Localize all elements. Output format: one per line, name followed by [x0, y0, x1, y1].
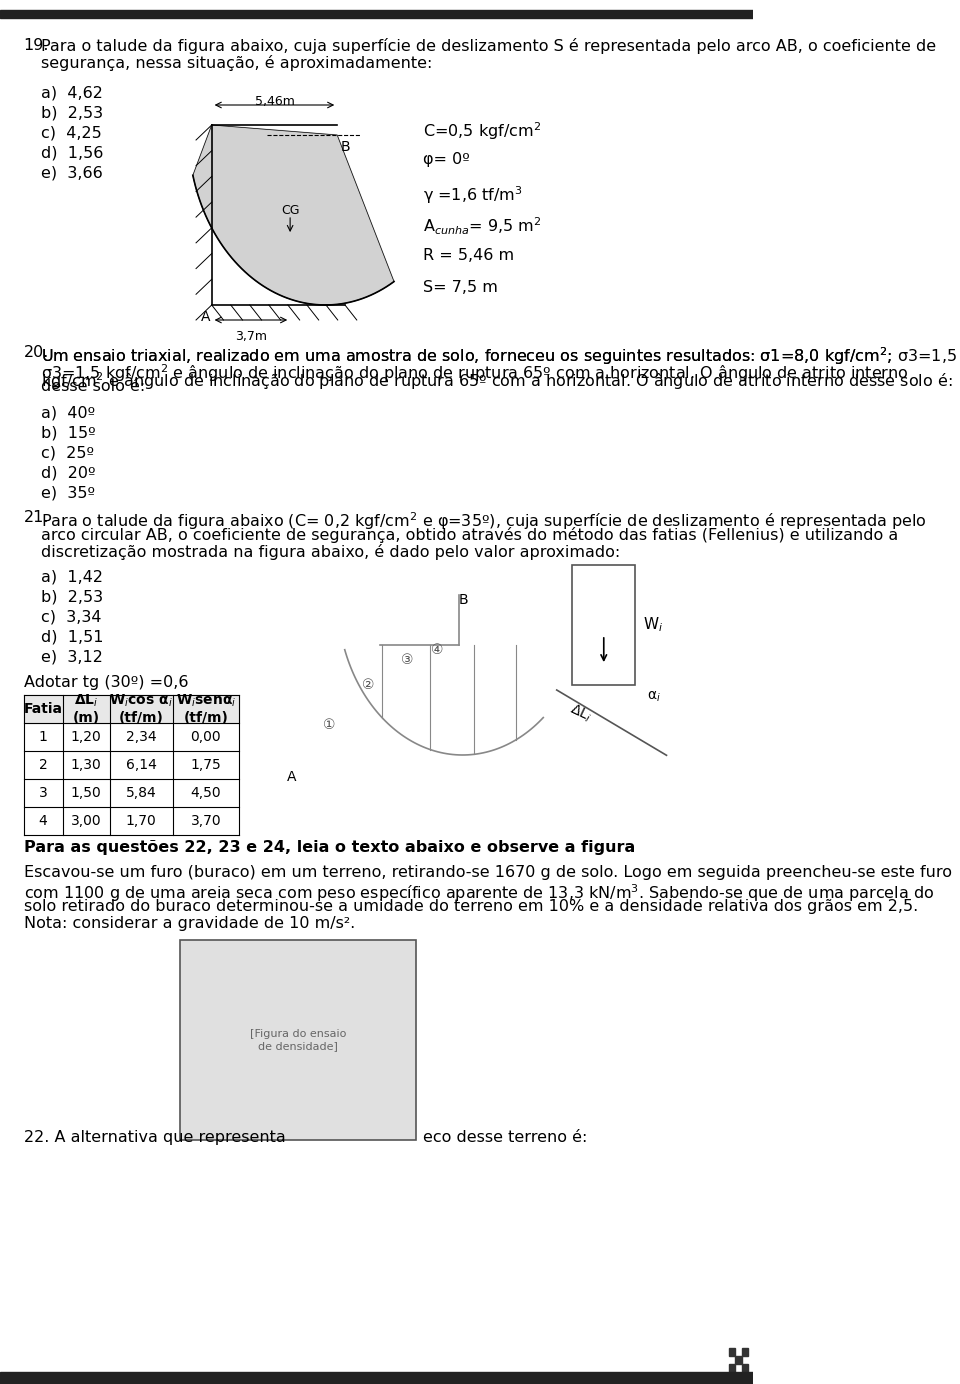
Text: 2: 2: [38, 758, 47, 772]
Text: B: B: [341, 140, 350, 154]
Text: 3,00: 3,00: [71, 814, 102, 828]
Text: A$_{cunha}$= 9,5 m$^2$: A$_{cunha}$= 9,5 m$^2$: [423, 216, 542, 238]
Text: Escavou-se um furo (buraco) em um terreno, retirando-se 1670 g de solo. Logo em : Escavou-se um furo (buraco) em um terren…: [24, 865, 951, 880]
Text: φ= 0º: φ= 0º: [423, 152, 470, 167]
Text: 0,00: 0,00: [190, 729, 221, 745]
Text: b)  15º: b) 15º: [40, 425, 95, 440]
Text: [Figura do ensaio
de densidade]: [Figura do ensaio de densidade]: [250, 1030, 347, 1050]
Bar: [0, 1372, 753, 1384]
Text: Para o talude da figura abaixo (C= 0,2 kgf/cm$^2$ e φ=35º), cuja superfície de d: Para o talude da figura abaixo (C= 0,2 k…: [40, 509, 926, 531]
Text: 19.: 19.: [24, 37, 49, 53]
Text: ③: ③: [401, 653, 414, 667]
Text: a)  1,42: a) 1,42: [40, 570, 103, 585]
Text: A: A: [287, 770, 297, 783]
Text: arco circular AB, o coeficiente de segurança, obtido através do método das fatia: arco circular AB, o coeficiente de segur…: [40, 527, 898, 543]
Text: a)  4,62: a) 4,62: [40, 84, 103, 100]
Text: Para o talude da figura abaixo, cuja superfície de deslizamento S é representada: Para o talude da figura abaixo, cuja sup…: [40, 37, 936, 54]
Text: discretização mostrada na figura abaixo, é dado pelo valor aproximado:: discretização mostrada na figura abaixo,…: [40, 544, 620, 561]
Text: ①: ①: [324, 718, 336, 732]
Text: 6,14: 6,14: [126, 758, 156, 772]
Bar: [730, 1348, 735, 1356]
Text: b)  2,53: b) 2,53: [40, 105, 103, 120]
Text: eco desse terreno é:: eco desse terreno é:: [423, 1129, 588, 1145]
Text: 5,84: 5,84: [126, 786, 156, 800]
Polygon shape: [193, 125, 394, 304]
Text: 1,30: 1,30: [71, 758, 102, 772]
Text: 1,20: 1,20: [71, 729, 102, 745]
Text: 20.: 20.: [24, 345, 49, 360]
Text: d)  1,51: d) 1,51: [40, 630, 104, 645]
Text: ΔL$_i$: ΔL$_i$: [566, 700, 593, 725]
Text: c)  3,34: c) 3,34: [40, 610, 101, 626]
Text: d)  20º: d) 20º: [40, 465, 95, 480]
Text: 4: 4: [38, 814, 47, 828]
Text: 4,50: 4,50: [190, 786, 221, 800]
Text: 1,70: 1,70: [126, 814, 156, 828]
Text: e)  3,66: e) 3,66: [40, 165, 103, 180]
Text: desse solo é:: desse solo é:: [40, 379, 145, 394]
Text: 1,50: 1,50: [71, 786, 102, 800]
Text: a)  40º: a) 40º: [40, 406, 95, 419]
Text: A: A: [201, 310, 210, 324]
Text: 21.: 21.: [24, 509, 49, 525]
Text: γ =1,6 tf/m$^3$: γ =1,6 tf/m$^3$: [423, 184, 523, 206]
Text: σ3=1,5 kgf/cm$^2$ e ângulo de inclinação do plano de ruptura 65º com a horizonta: σ3=1,5 kgf/cm$^2$ e ângulo de inclinação…: [40, 363, 908, 383]
Bar: [0, 10, 753, 18]
Text: ΔL$_i$
(m): ΔL$_i$ (m): [73, 693, 100, 725]
Text: 1: 1: [38, 729, 48, 745]
Bar: [572, 565, 636, 685]
Text: b)  2,53: b) 2,53: [40, 590, 103, 605]
Text: e)  3,12: e) 3,12: [40, 650, 103, 664]
Text: 3,70: 3,70: [190, 814, 221, 828]
Text: d)  1,56: d) 1,56: [40, 145, 103, 161]
Bar: [735, 1356, 742, 1365]
Text: Para as questões 22, 23 e 24, leia o texto abaixo e observe a figura: Para as questões 22, 23 e 24, leia o tex…: [24, 840, 635, 855]
Bar: [742, 1348, 748, 1356]
Text: Um ensaio triaxial, realizado em uma amostra de solo, forneceu os seguintes resu: Um ensaio triaxial, realizado em uma amo…: [40, 345, 892, 367]
Text: ②: ②: [362, 678, 374, 692]
Text: Nota: considerar a gravidade de 10 m/s².: Nota: considerar a gravidade de 10 m/s².: [24, 916, 355, 931]
Text: solo retirado do buraco determinou-se a umidade do terreno em 10% e a densidade : solo retirado do buraco determinou-se a …: [24, 900, 918, 913]
Bar: [180, 940, 416, 1140]
Text: Adotar tg (30º) =0,6: Adotar tg (30º) =0,6: [24, 675, 188, 691]
Text: 3: 3: [38, 786, 47, 800]
Text: c)  4,25: c) 4,25: [40, 125, 102, 140]
Text: W$_i$: W$_i$: [643, 616, 663, 634]
Text: W$_i$senα$_i$
(tf/m): W$_i$senα$_i$ (tf/m): [176, 693, 236, 725]
Bar: [742, 1365, 748, 1372]
Text: α$_i$: α$_i$: [647, 689, 660, 704]
Text: CG: CG: [281, 203, 300, 216]
Text: Um ensaio triaxial, realizado em uma amostra de solo, forneceu os seguintes resu: Um ensaio triaxial, realizado em uma amo…: [40, 345, 957, 392]
Bar: [730, 1365, 735, 1372]
Text: 2,34: 2,34: [126, 729, 156, 745]
Text: segurança, nessa situação, é aproximadamente:: segurança, nessa situação, é aproximadam…: [40, 55, 432, 71]
Text: 3,7m: 3,7m: [235, 329, 267, 343]
Text: ④: ④: [431, 644, 444, 657]
Text: 22. A alternativa que representa: 22. A alternativa que representa: [24, 1129, 285, 1145]
Text: R = 5,46 m: R = 5,46 m: [423, 248, 515, 263]
Text: B: B: [459, 592, 468, 608]
Text: S= 7,5 m: S= 7,5 m: [423, 280, 498, 295]
Text: 5,46m: 5,46m: [254, 95, 295, 108]
Text: W$_i$cos α$_i$
(tf/m): W$_i$cos α$_i$ (tf/m): [109, 693, 173, 725]
Bar: [24, 695, 239, 722]
Text: Fatia: Fatia: [24, 702, 62, 716]
Text: C=0,5 kgf/cm$^2$: C=0,5 kgf/cm$^2$: [423, 120, 541, 141]
Text: e)  35º: e) 35º: [40, 484, 95, 500]
Text: c)  25º: c) 25º: [40, 446, 94, 459]
Text: com 1100 g de uma areia seca com peso específico aparente de 13,3 kN/m$^3$. Sabe: com 1100 g de uma areia seca com peso es…: [24, 882, 934, 904]
Text: 1,75: 1,75: [190, 758, 221, 772]
